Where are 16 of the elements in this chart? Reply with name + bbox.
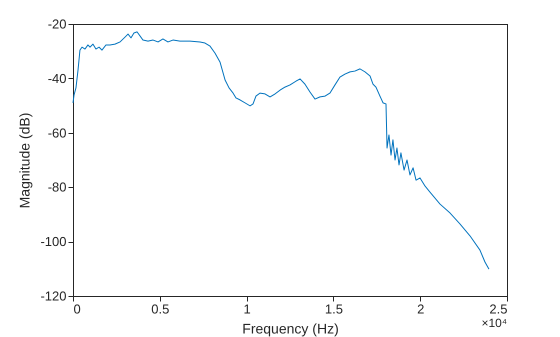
x-tick-label: 2.5 (489, 302, 508, 316)
y-tick-label: -20 (48, 16, 66, 32)
x-axis-title: Frequency (Hz) (242, 320, 339, 336)
y-axis-title: Magnitude (dB) (16, 112, 32, 208)
x-tick-label: 1 (243, 302, 251, 316)
x-tick-label: 0 (74, 302, 81, 316)
x-tick-label: 1.5 (324, 302, 343, 316)
y-tick-label: -80 (48, 180, 66, 195)
line-series (72, 31, 490, 270)
text: ×10⁴ (481, 316, 507, 330)
x-tick-label: 0.5 (151, 302, 170, 316)
y-tick-label: -120 (40, 288, 66, 304)
x-tick-label: 2 (417, 302, 424, 316)
y-tick-label: -100 (40, 234, 66, 250)
y-tick-label: -60 (48, 125, 66, 140)
y-tick-label: -40 (48, 70, 66, 86)
